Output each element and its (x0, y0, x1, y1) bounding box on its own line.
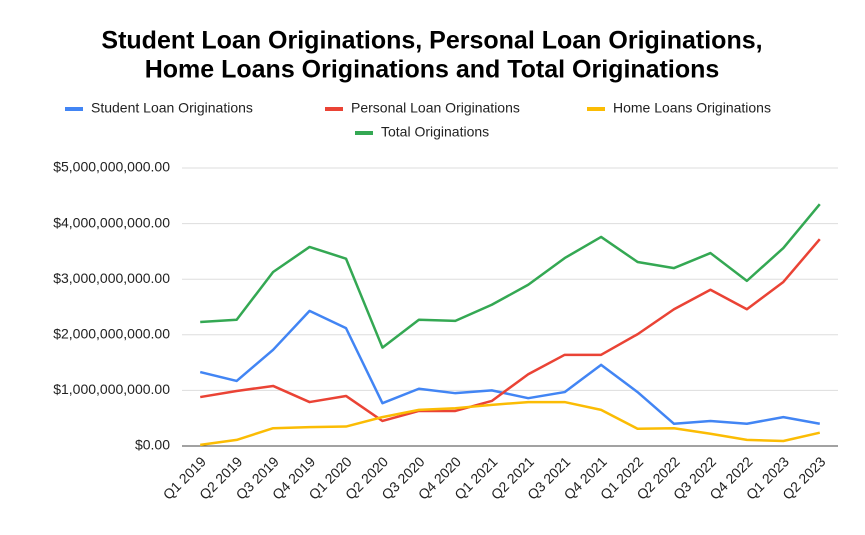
legend-label: Student Loan Originations (91, 100, 253, 116)
y-tick-label: $4,000,000,000.00 (53, 214, 170, 230)
y-tick-label: $3,000,000,000.00 (53, 270, 170, 286)
y-tick-label: $2,000,000,000.00 (53, 326, 170, 342)
series-line (200, 400, 821, 447)
y-tick-label: $5,000,000,000.00 (53, 159, 170, 175)
series-line (200, 238, 821, 423)
series-line (200, 203, 821, 349)
chart-title: Home Loans Originations and Total Origin… (145, 56, 720, 84)
legend-label: Personal Loan Originations (351, 100, 520, 116)
series-line (199, 309, 821, 426)
legend-label: Home Loans Originations (613, 100, 771, 116)
legend-label: Total Originations (381, 124, 489, 140)
y-tick-label: $1,000,000,000.00 (53, 381, 170, 397)
chart-title: Student Loan Originations, Personal Loan… (101, 27, 762, 55)
y-tick-label: $0.00 (135, 437, 170, 453)
